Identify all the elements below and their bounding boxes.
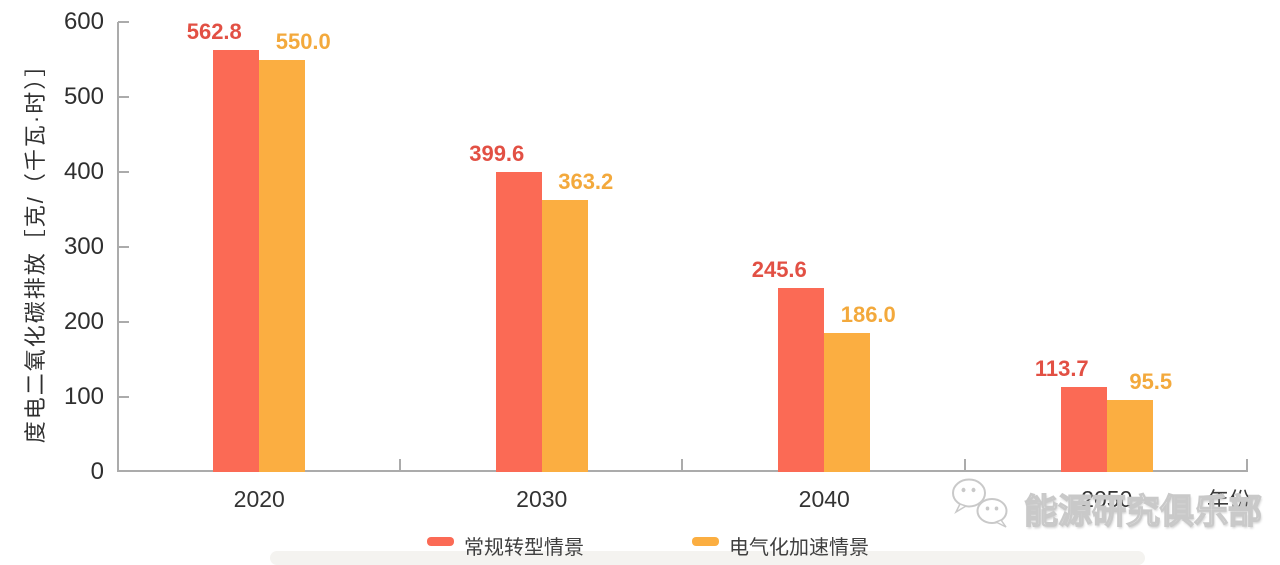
bar-value-label: 363.2 (558, 168, 614, 194)
x-axis-title: 年份 (1207, 488, 1252, 513)
legend-label: 电气化加速情景 (729, 537, 869, 559)
legend-label: 常规转型情景 (464, 537, 584, 559)
y-tick-label: 400 (63, 158, 104, 185)
bar-series1 (213, 49, 260, 472)
legend-swatch (692, 537, 719, 546)
legend-swatch (427, 537, 454, 546)
y-tick-label: 600 (63, 8, 104, 35)
x-tick-mark (681, 459, 683, 472)
y-tick-mark (118, 21, 129, 23)
y-tick-mark (118, 171, 129, 173)
x-tick-mark (1246, 459, 1248, 472)
bar-series2 (259, 59, 306, 472)
y-tick-label: 300 (63, 233, 104, 260)
bar-value-label: 186.0 (840, 301, 896, 327)
y-tick-mark (118, 321, 129, 323)
bar-series2 (1106, 400, 1153, 472)
bar-value-label: 399.6 (469, 141, 525, 167)
x-tick-label: 2040 (798, 486, 850, 512)
y-tick-mark (118, 246, 129, 248)
y-tick-mark (118, 396, 129, 398)
bar-series1 (778, 287, 825, 472)
bar-value-label: 95.5 (1129, 369, 1173, 395)
bar-series1 (495, 172, 542, 472)
bar-value-label: 245.6 (751, 256, 807, 282)
watermark-text: 能源研究俱乐部 (1023, 492, 1262, 531)
bar-value-label: 550.0 (275, 28, 331, 54)
bar-series2 (824, 332, 871, 472)
bar-series1 (1060, 386, 1107, 472)
x-tick-label: 2020 (233, 486, 285, 512)
x-tick-mark (963, 459, 966, 472)
x-tick-label: 2030 (516, 486, 568, 512)
y-tick-label: 200 (63, 308, 104, 335)
y-tick-label: 0 (90, 458, 104, 485)
y-tick-label: 100 (63, 383, 104, 410)
bottom-shadow-band (270, 551, 1145, 565)
watermark: 能源研究俱乐部 (948, 474, 1263, 533)
bar-series2 (541, 199, 588, 472)
y-tick-label: 500 (63, 83, 104, 110)
bar-value-label: 113.7 (1034, 355, 1089, 381)
bar-value-label: 562.8 (186, 18, 242, 44)
x-tick-label: 2050 (1081, 486, 1133, 512)
wechat-chat-bubbles-icon (952, 478, 1008, 528)
x-tick-mark (398, 459, 401, 472)
y-tick-mark (118, 96, 129, 98)
